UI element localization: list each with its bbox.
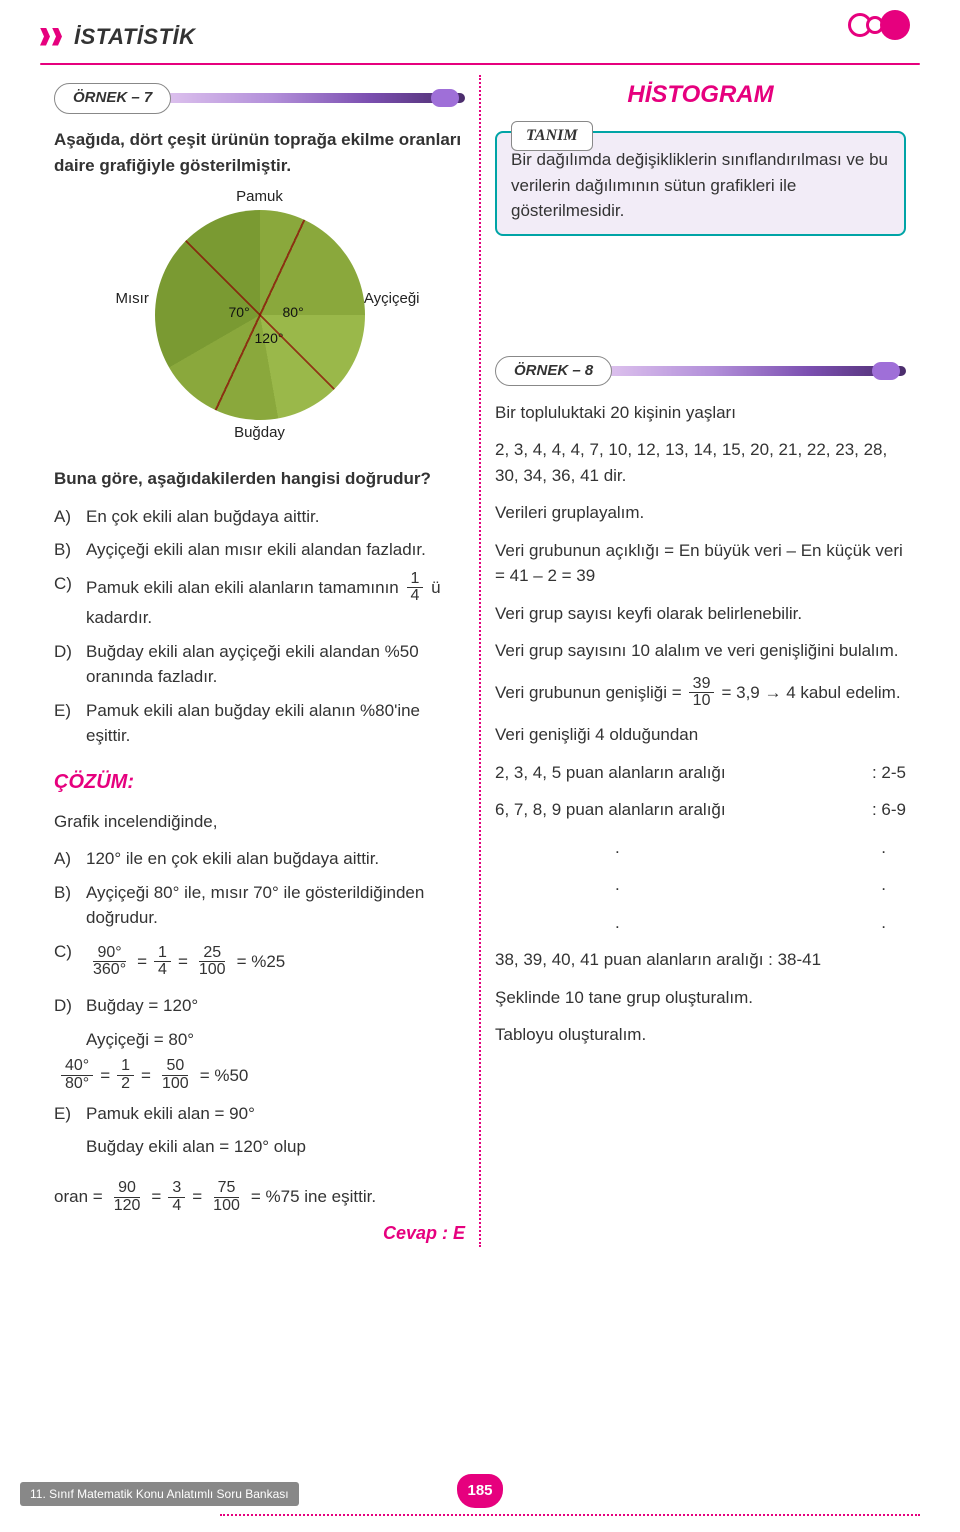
ex8-p4: Veri grubunun açıklığı = En büyük veri –… [495, 538, 906, 589]
opt-a: En çok ekili alan buğdaya aittir. [86, 504, 319, 530]
page-number-badge: 185 [457, 1474, 503, 1508]
ex8-p11: Tabloyu oluşturalım. [495, 1022, 906, 1048]
ex8-p6: Veri grup sayısını 10 alalım ve veri gen… [495, 638, 906, 664]
range-row-1: 2, 3, 4, 5 puan alanların aralığı: 2-5 [495, 760, 906, 786]
pie-label-pamuk: Pamuk [236, 186, 283, 209]
sol-d2: Ayçiçeği = 80° [54, 1027, 465, 1053]
ex8-p9: 38, 39, 40, 41 puan alanların aralığı : … [495, 947, 906, 973]
pie-label-misir: Mısır [116, 288, 149, 311]
pie-chart: 70° 80° 120° [155, 210, 365, 420]
book-title-footer: 11. Sınıf Matematik Konu Anlatımlı Soru … [20, 1482, 299, 1506]
opt-c: Pamuk ekili alan ekili alanların tamamın… [86, 571, 465, 631]
pie-label-bugday: Buğday [234, 422, 285, 444]
page-title: İSTATİSTİK [74, 20, 196, 53]
ex7-question: Buna göre, aşağıdakilerden hangisi doğru… [54, 466, 465, 492]
ex8-p5: Veri grup sayısı keyfi olarak belirleneb… [495, 601, 906, 627]
opt-e: Pamuk ekili alan buğday ekili alanın %80… [86, 698, 465, 749]
dots-row-3: .. [495, 910, 906, 936]
definition-label: TANIM [511, 121, 593, 151]
pie-angle-70: 70° [229, 302, 250, 323]
footer-dotted-rule [220, 1514, 920, 1516]
example-7-badge: ÖRNEK – 7 [54, 83, 171, 114]
sol-c: 90°360° = 14 = 25100 = %25 [86, 945, 285, 980]
sol-b: Ayçiçeği 80° ile, mısır 70° ile gösteril… [86, 880, 465, 931]
sol-e2: Buğday ekili alan = 120° olup [54, 1134, 465, 1160]
ex7-intro: Aşağıda, dört çeşit ürünün toprağa ekilm… [54, 127, 465, 178]
solution-heading: ÇÖZÜM: [54, 767, 465, 797]
sol-e1: Pamuk ekili alan = 90° [86, 1101, 255, 1127]
range-row-2: 6, 7, 8, 9 puan alanların aralığı: 6-9 [495, 797, 906, 823]
ex8-p10: Şeklinde 10 tane grup oluşturalım. [495, 985, 906, 1011]
answer-label: Cevap : E [54, 1220, 465, 1247]
pie-label-aycicegi: Ayçiçeği [364, 288, 420, 311]
definition-box: TANIM Bir dağılımda değişikliklerin sını… [495, 131, 906, 236]
header-rule [40, 63, 920, 65]
oran-line: oran = 90120 = 34 = 75100 = %75 ine eşit… [54, 1180, 465, 1215]
dots-row-2: .. [495, 872, 906, 898]
pie-angle-80: 80° [283, 302, 304, 323]
ex8-p8: Veri genişliği 4 olduğundan [495, 722, 906, 748]
ex7-options: A)En çok ekili alan buğdaya aittir. B)Ay… [54, 504, 465, 749]
sol-a: 120° ile en çok ekili alan buğdaya aitti… [86, 846, 379, 872]
opt-d: Buğday ekili alan ayçiçeği ekili alandan… [86, 639, 465, 690]
header-chevron-icon [40, 28, 62, 46]
solution-intro: Grafik incelendiğinde, [54, 809, 465, 835]
example-8-bar [585, 366, 906, 376]
ex7-solutions: A)120° ile en çok ekili alan buğdaya ait… [54, 846, 465, 1019]
ex8-p1: Bir topluluktaki 20 kişinin yaşları [495, 400, 906, 426]
example-8-badge: ÖRNEK – 8 [495, 356, 612, 387]
header-deco-circles [848, 10, 910, 40]
sol-d1: Buğday = 120° [86, 993, 198, 1019]
opt-b: Ayçiçeği ekili alan mısır ekili alandan … [86, 537, 426, 563]
example-7-bar [144, 93, 465, 103]
sol-d-eq: 40°80° = 12 = 50100 = %50 [54, 1058, 465, 1093]
histogram-heading: HİSTOGRAM [495, 77, 906, 113]
ex8-p3: Verileri gruplayalım. [495, 500, 906, 526]
ex8-p2: 2, 3, 4, 4, 4, 7, 10, 12, 13, 14, 15, 20… [495, 437, 906, 488]
ex8-p7: Veri grubunun genişliği = 3910 = 3,9 → 4… [495, 676, 906, 711]
pie-angle-120: 120° [255, 328, 284, 349]
dots-row-1: .. [495, 835, 906, 861]
definition-text: Bir dağılımda değişikliklerin sınıflandı… [511, 147, 890, 224]
